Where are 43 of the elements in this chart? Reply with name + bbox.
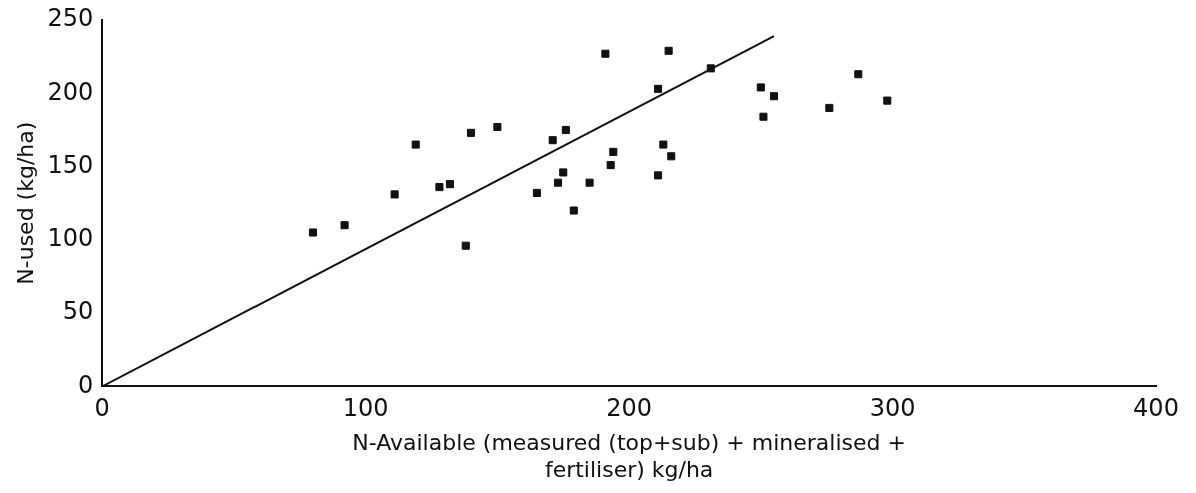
point	[825, 103, 834, 112]
point	[883, 96, 892, 105]
point	[854, 70, 863, 79]
point	[654, 84, 663, 93]
point	[308, 228, 317, 237]
point	[548, 136, 557, 145]
point	[467, 128, 476, 137]
point	[340, 221, 349, 230]
point	[606, 161, 615, 170]
point	[756, 83, 765, 92]
point	[759, 112, 768, 121]
point	[461, 241, 470, 250]
point	[561, 125, 570, 134]
y-tick-label: 150	[47, 150, 94, 179]
point	[493, 122, 502, 132]
point	[411, 140, 420, 149]
x-tick-label: 100	[342, 394, 389, 423]
point	[569, 206, 578, 215]
x-axis-title: N-Available (measured (top+sub) + mineralised + fertiliser) kg/ha	[352, 430, 906, 482]
point	[654, 171, 663, 180]
point	[445, 180, 454, 189]
point	[609, 147, 618, 156]
point	[601, 49, 610, 58]
point	[435, 183, 444, 192]
y-axis-title: N-used (kg/ha)	[12, 121, 38, 285]
point	[390, 190, 399, 199]
x-tick-label: 300	[869, 394, 916, 423]
x-tick-label: 400	[1133, 394, 1179, 423]
y-tick-label: 50	[62, 297, 94, 326]
y-tick-label: 100	[47, 224, 94, 253]
point	[559, 168, 568, 177]
y-tick-label: 0	[77, 370, 94, 399]
point	[553, 178, 563, 187]
point	[664, 46, 673, 55]
point	[659, 140, 668, 149]
point	[585, 178, 594, 187]
point	[769, 92, 779, 101]
point	[667, 152, 676, 161]
x-tick-label: 200	[606, 394, 653, 423]
y-tick-label: 200	[47, 77, 94, 106]
y-tick-label: 250	[47, 4, 94, 33]
point	[532, 188, 541, 197]
point	[706, 64, 715, 73]
